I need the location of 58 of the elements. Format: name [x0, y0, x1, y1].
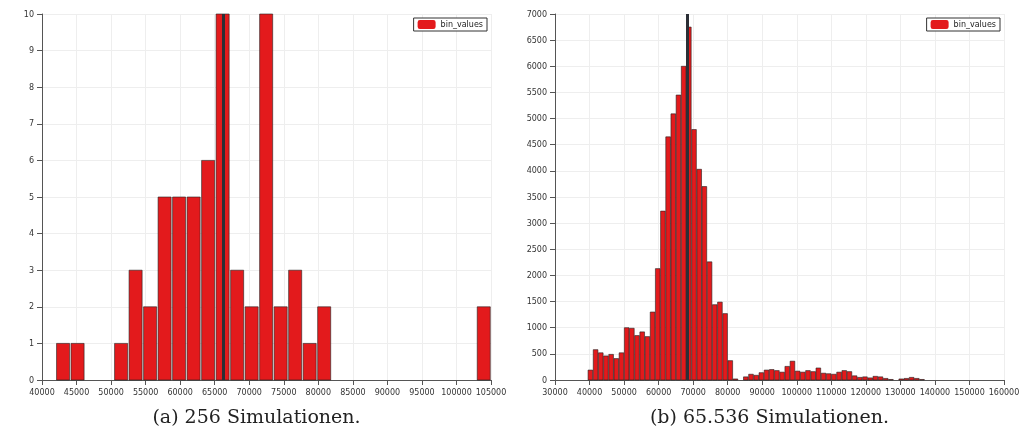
y-tick-label: 3500: [526, 192, 547, 202]
x-tick-label: 70000: [680, 387, 706, 397]
x-tick-label: 80000: [305, 387, 332, 397]
y-tick-label: 1500: [526, 297, 547, 307]
legend-label: bin_values: [953, 20, 996, 29]
y-tick-label: 7: [28, 119, 34, 129]
x-tick-label: 65000: [201, 387, 228, 397]
x-tick-label: 75000: [271, 387, 297, 397]
x-tick-label: 40000: [576, 387, 603, 397]
x-tick-label: 80000: [714, 387, 741, 397]
x-tick-label: 50000: [98, 387, 124, 397]
x-tick-label: 40000: [29, 387, 55, 397]
y-tick-label: 9: [28, 46, 34, 56]
x-tick-label: 120000: [850, 387, 882, 397]
x-tick-label: 60000: [167, 387, 193, 397]
x-tick-label: 60000: [645, 387, 672, 397]
x-tick-label: 140000: [919, 387, 951, 397]
y-tick-label: 6500: [526, 35, 547, 45]
y-tick-label: 5000: [526, 114, 547, 124]
x-tick-label: 110000: [816, 387, 847, 397]
x-tick-label: 85000: [340, 387, 366, 397]
y-tick-label: 500: [531, 349, 547, 359]
y-tick-label: 2: [28, 302, 34, 312]
x-tick-label: 105000: [475, 387, 507, 397]
text: (a) 256 Simulationen.: [152, 404, 361, 427]
y-tick-label: 0: [28, 375, 34, 385]
y-tick-label: 1: [28, 338, 34, 348]
x-tick-label: 50000: [611, 387, 637, 397]
y-tick-label: 3: [28, 265, 34, 275]
y-tick-label: 4: [28, 229, 34, 239]
y-tick-label: 6: [28, 155, 34, 165]
x-tick-label: 150000: [954, 387, 985, 397]
x-tick-label: 100000: [441, 387, 472, 397]
legend-label: bin_values: [440, 20, 483, 29]
y-tick-label: 1000: [526, 323, 547, 333]
x-tick-label: 55000: [132, 387, 159, 397]
y-tick-label: 2500: [526, 244, 547, 254]
text: (b) 65.536 Simulationen.: [649, 404, 890, 427]
x-tick-label: 160000: [988, 387, 1020, 397]
y-tick-label: 6000: [526, 61, 547, 71]
y-tick-label: 8: [28, 82, 34, 92]
y-tick-label: 0: [541, 375, 547, 385]
y-tick-label: 5500: [526, 87, 547, 97]
y-tick-label: 3000: [526, 218, 547, 228]
x-tick-label: 45000: [63, 387, 90, 397]
y-tick-label: 7000: [526, 9, 547, 19]
x-tick-label: 95000: [409, 387, 435, 397]
x-tick-label: 90000: [374, 387, 401, 397]
x-tick-label: 30000: [542, 387, 568, 397]
x-tick-label: 130000: [885, 387, 916, 397]
y-tick-label: 4500: [526, 140, 547, 150]
y-tick-label: 10: [23, 9, 34, 19]
x-tick-label: 70000: [236, 387, 262, 397]
y-tick-label: 4000: [526, 166, 547, 176]
y-tick-label: 2000: [526, 270, 547, 280]
y-tick-label: 5: [28, 192, 34, 202]
x-tick-label: 100000: [781, 387, 813, 397]
x-tick-label: 90000: [749, 387, 775, 397]
